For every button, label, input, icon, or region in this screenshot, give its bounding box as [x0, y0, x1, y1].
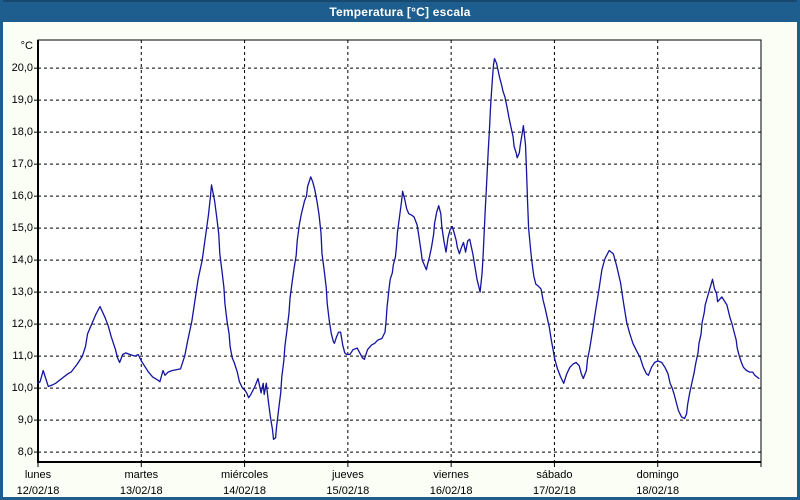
y-axis-label: 20,0: [11, 62, 33, 75]
x-axis-date-label: 15/02/18: [326, 485, 370, 497]
x-axis-day-label: sábado: [536, 469, 573, 481]
y-axis-label: 9,0: [17, 414, 33, 427]
x-axis-day-label: martes: [124, 469, 159, 481]
y-axis-label: 15,0: [11, 222, 33, 235]
chart-canvas: [34, 39, 762, 467]
y-axis-label: 8,0: [17, 446, 33, 459]
x-axis-date-label: 14/02/18: [223, 485, 266, 497]
y-axis-label: 19,0: [11, 94, 33, 107]
y-unit-label: °C: [20, 40, 33, 52]
x-axis-day-label: miércoles: [221, 469, 269, 481]
y-axis-label: 14,0: [11, 254, 33, 267]
y-axis-label: 18,0: [11, 126, 33, 139]
window-titlebar[interactable]: Temperatura [°C] escala: [3, 0, 797, 22]
x-axis-day-label: domingo: [636, 469, 679, 481]
x-axis-date-label: 16/02/18: [429, 485, 473, 497]
y-axis-label: 16,0: [11, 190, 33, 203]
temperature-chart: °C 20,0 19,0 18,0 17,0 16,0 15,0 14,0 13,0 12,0 11…: [3, 22, 797, 497]
y-axis-label: 10,0: [11, 382, 33, 395]
x-axis-day-label: viernes: [433, 469, 469, 481]
window-title: Temperatura [°C] escala: [329, 5, 471, 19]
x-axis-day-label: jueves: [331, 469, 364, 481]
y-axis-label: 11,0: [12, 350, 33, 363]
y-axis-label: 13,0: [11, 286, 33, 299]
x-axis-date-label: 12/02/18: [16, 485, 60, 497]
x-axis-date-label: 18/02/18: [636, 485, 680, 497]
y-axis-label: 17,0: [11, 158, 33, 171]
temperature-line: [37, 57, 760, 440]
x-axis-date-label: 13/02/18: [119, 485, 163, 497]
x-axis-date-label: 17/02/18: [533, 485, 576, 497]
x-axis-day-label: lunes: [24, 469, 52, 481]
y-axis-label: 12,0: [11, 318, 33, 331]
